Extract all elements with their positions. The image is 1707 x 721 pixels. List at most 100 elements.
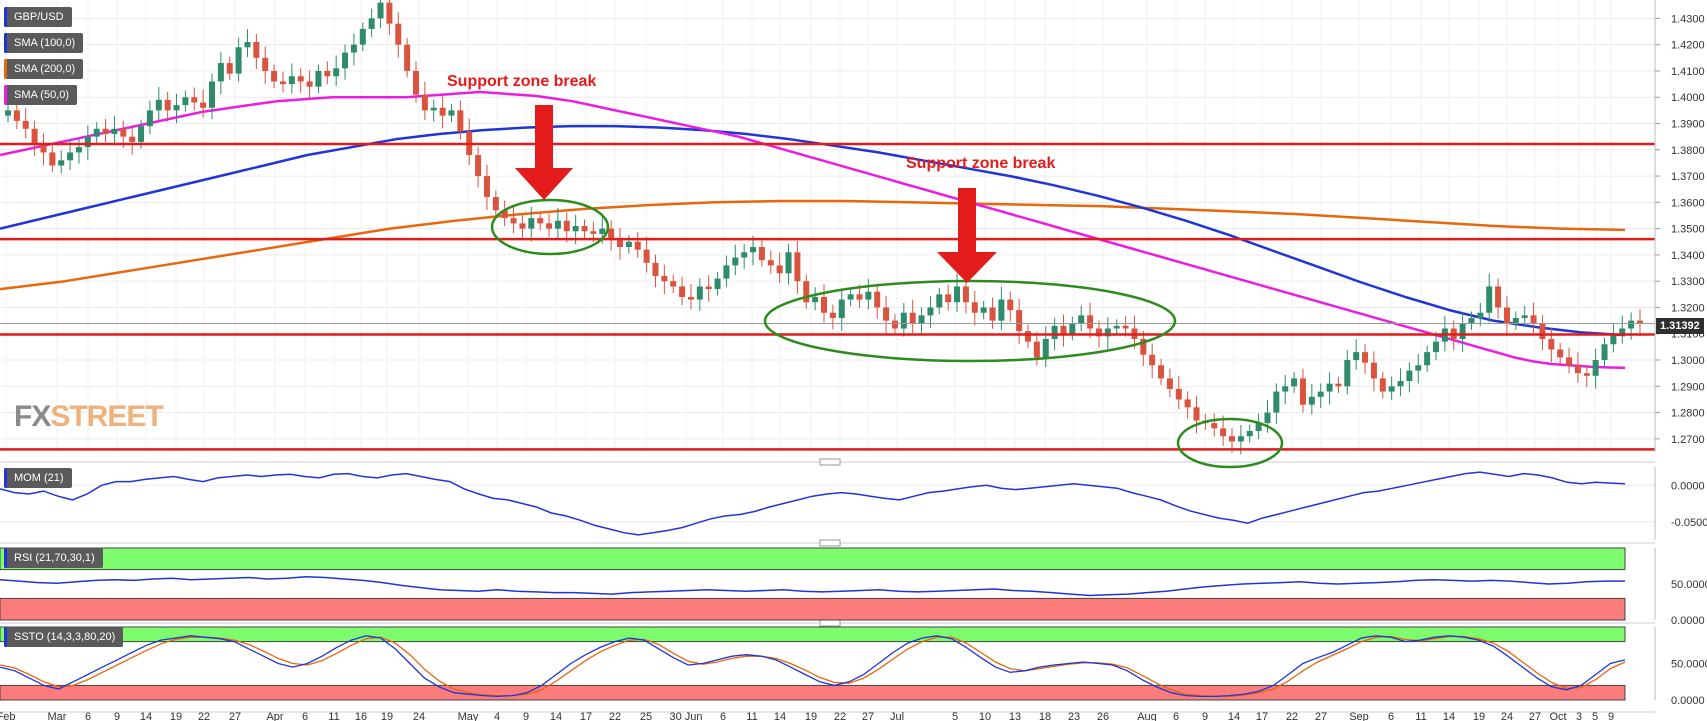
candle-body [865, 291, 872, 300]
legend-sma100[interactable]: SMA (100,0) [4, 33, 84, 53]
candle-body [1051, 325, 1058, 339]
current-price-tag: 1.31392 [1656, 318, 1704, 334]
candles-group [5, 0, 1643, 455]
date-tick-label: 6 [1173, 711, 1179, 721]
candle-body [279, 81, 286, 85]
candle-body [608, 228, 615, 240]
candle-body [1362, 352, 1369, 363]
date-tick-label: 27 [862, 711, 874, 721]
rsi-overbought-zone [0, 547, 1626, 571]
date-tick-label: 3 [1576, 711, 1582, 721]
candle-body [1344, 360, 1351, 387]
candle-body [1113, 325, 1120, 329]
rsi-line [0, 576, 1625, 597]
mom-separator-handle [819, 458, 841, 466]
candle-body [670, 281, 677, 287]
candle-body [1175, 388, 1182, 400]
candle-body [253, 42, 260, 58]
candle-body [528, 218, 535, 229]
candle-body [767, 260, 774, 266]
date-tick-label: 22 [609, 711, 621, 721]
date-tick-label: 14 [140, 711, 152, 721]
candle-body [572, 226, 579, 232]
legend-ssto[interactable]: SSTO (14,3,3,80,20) [4, 627, 124, 647]
candle-body [1211, 423, 1218, 429]
candle-body [129, 136, 136, 142]
date-tick-label: 11 [328, 711, 339, 721]
candle-body [829, 312, 836, 318]
rsi-panel: 50.0000 0.0000 [0, 547, 1707, 627]
candle-body [980, 307, 987, 313]
candle-body [297, 76, 304, 82]
candle-body [1158, 365, 1165, 379]
candle-body [155, 99, 162, 111]
price-tick-label: 1.3900 [1671, 119, 1705, 131]
consolidation-ellipse-1 [490, 198, 610, 256]
support-lines-group [0, 142, 1655, 451]
candle-body [1326, 383, 1333, 392]
candle-body [927, 307, 934, 316]
candle-body [457, 110, 464, 132]
date-tick-label: 14 [1228, 711, 1240, 721]
date-tick-label: 14 [550, 711, 562, 721]
date-tick-label: 19 [381, 711, 393, 721]
legend-sma200[interactable]: SMA (200,0) [4, 59, 84, 79]
candle-body [413, 70, 419, 95]
date-tick-label: 6 [85, 711, 91, 721]
date-tick-label: 5 [1592, 711, 1598, 721]
sma200-line [0, 199, 1626, 291]
candle-body [1530, 315, 1537, 324]
candle-body [785, 252, 792, 274]
date-tick-label: Mar [48, 711, 67, 721]
candle-body [306, 81, 313, 87]
legend-rsi[interactable]: RSI (21,70,30,1) [4, 548, 103, 568]
candle-body [1388, 386, 1395, 392]
candle-body [1149, 354, 1156, 366]
legend-sma50[interactable]: SMA (50,0) [4, 85, 78, 105]
candle-body [1583, 373, 1590, 376]
candle-body [1069, 323, 1076, 334]
candle-body [1087, 315, 1094, 329]
sma200-line-group [0, 199, 1626, 291]
candle-body [705, 286, 712, 290]
candle-body [395, 23, 402, 45]
candle-body [1166, 378, 1173, 389]
date-tick-label: 10 [979, 711, 991, 721]
price-tick-label: 1.4000 [1671, 92, 1705, 104]
legend-mom[interactable]: MOM (21) [4, 468, 72, 488]
candle-body [501, 210, 508, 219]
date-tick-label: May [458, 711, 479, 721]
candle-body [891, 320, 898, 329]
candle-body [1486, 286, 1493, 313]
candle-body [209, 81, 215, 108]
candle-body [1255, 423, 1262, 431]
candle-body [342, 52, 349, 69]
candle-body [936, 294, 943, 308]
legend-symbol[interactable]: GBP/USD [4, 7, 72, 27]
annotation-support-break-1: Support zone break [447, 73, 597, 90]
arrows-group [515, 105, 997, 283]
candle-body [732, 257, 739, 266]
price-tick-label: 1.3300 [1671, 276, 1705, 288]
candle-body [1264, 412, 1271, 424]
ssto-d-line [0, 635, 1626, 698]
candle-body [847, 294, 854, 300]
date-tick-label: 9 [1608, 711, 1614, 721]
candle-body [537, 218, 544, 224]
candle-body [93, 128, 100, 137]
date-tick-label: 18 [1039, 711, 1051, 721]
date-tick-label: 17 [1256, 711, 1268, 721]
date-tick-label: 19 [805, 711, 817, 721]
candle-body [1078, 315, 1085, 324]
date-tick-label: 6 [1388, 711, 1394, 721]
ssto-oversold-zone [0, 684, 1626, 701]
mom-panel: 0.0000 -0.0500 [0, 467, 1707, 540]
candle-body [1033, 341, 1040, 358]
date-tick-label: 22 [1286, 711, 1298, 721]
price-tick-label: 1.3200 [1671, 302, 1705, 314]
mom-line [0, 471, 1626, 536]
date-tick-label: 11 [1415, 711, 1426, 721]
candle-body [333, 68, 340, 77]
date-tick-label: 6 [302, 711, 308, 721]
candle-body [519, 223, 526, 229]
